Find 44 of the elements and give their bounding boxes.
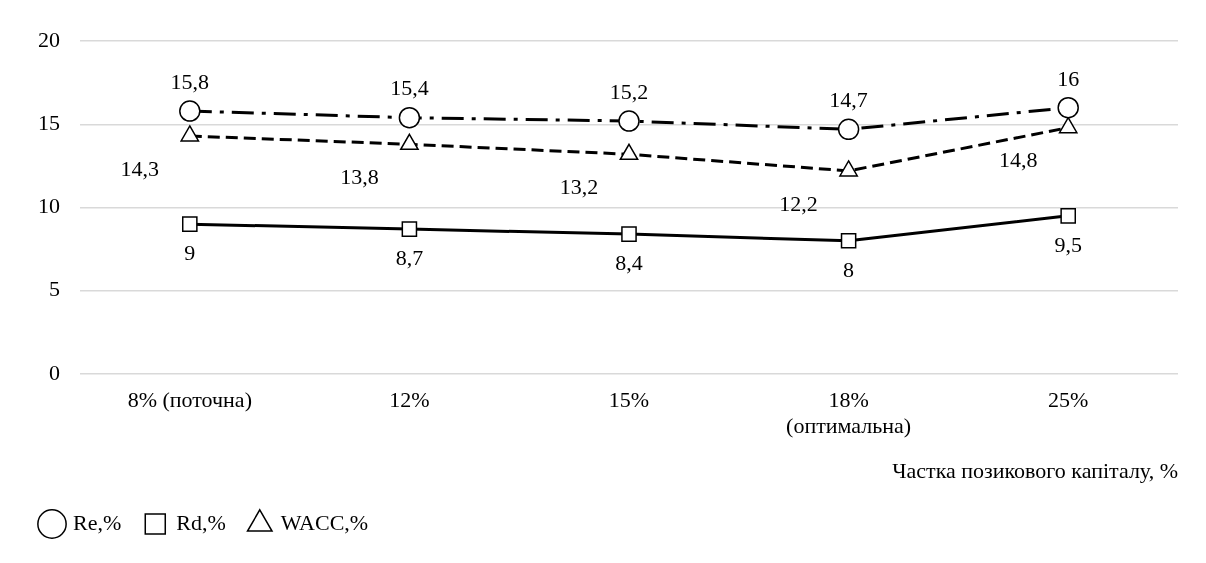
legend-label: WACC,% [280,509,369,535]
y-tick-label: 20 [38,26,60,52]
y-tick-label: 10 [38,193,60,219]
point [181,216,198,232]
data-label: 15,8 [170,68,210,94]
legend-label: Re,% [73,509,122,535]
x-tick-label: 8% (поточна) [127,386,252,412]
point [401,221,418,237]
data-label: 15,2 [609,78,649,104]
point [618,110,640,132]
data-label: 13,8 [340,164,379,190]
point [619,143,639,161]
x-tick-label: 15% [608,386,650,412]
data-label: 12,2 [779,190,818,216]
data-label: 16 [1057,65,1080,91]
point [837,118,860,141]
point [1058,116,1078,134]
x-tick-label: 25% [1048,386,1089,412]
data-label: 9 [184,239,196,265]
point [621,226,637,242]
data-label: 9,5 [1054,231,1082,257]
legend-label: Rd,% [176,509,226,535]
y-tick-label: 15 [38,110,60,136]
x-axis-title: Частка позикового капіталу, % [892,457,1178,483]
point [839,160,859,177]
point [398,106,421,129]
data-label: 14,7 [829,87,868,113]
data-label: 15,4 [390,75,429,101]
data-label: 14,3 [120,155,160,181]
point [399,133,419,151]
point [180,125,200,142]
data-label: 13,2 [559,174,599,200]
data-label: 14,8 [998,147,1038,173]
y-tick-label: 5 [49,276,60,302]
x-tick-label: 18% (оптимальна) [786,386,912,439]
point [179,100,201,122]
point [1060,207,1077,224]
point [1057,96,1079,119]
x-tick-label: 12% [389,386,430,412]
data-label: 8,4 [615,249,643,275]
data-label: 8 [843,256,855,282]
y-tick-label: 0 [49,359,60,385]
point [840,232,857,249]
data-label: 8,7 [395,244,424,270]
